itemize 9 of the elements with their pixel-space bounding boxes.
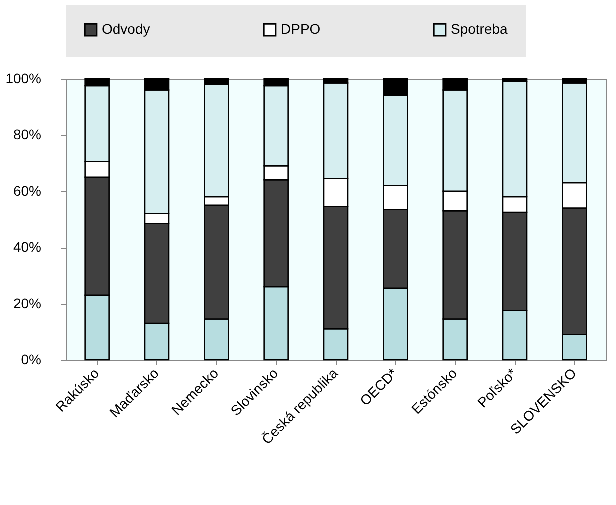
legend-label: Spotreba — [451, 21, 508, 38]
y-tick-label: 40% — [13, 239, 42, 256]
legend-label: Odvody — [102, 21, 150, 38]
y-tick-label: 100% — [6, 70, 42, 86]
y-tick-label: 20% — [13, 295, 42, 312]
y-tick-label: 80% — [13, 126, 42, 143]
y-tick-label: 0% — [21, 352, 42, 368]
legend-label: DPPO — [281, 21, 321, 38]
y-tick-label: 60% — [13, 182, 42, 199]
